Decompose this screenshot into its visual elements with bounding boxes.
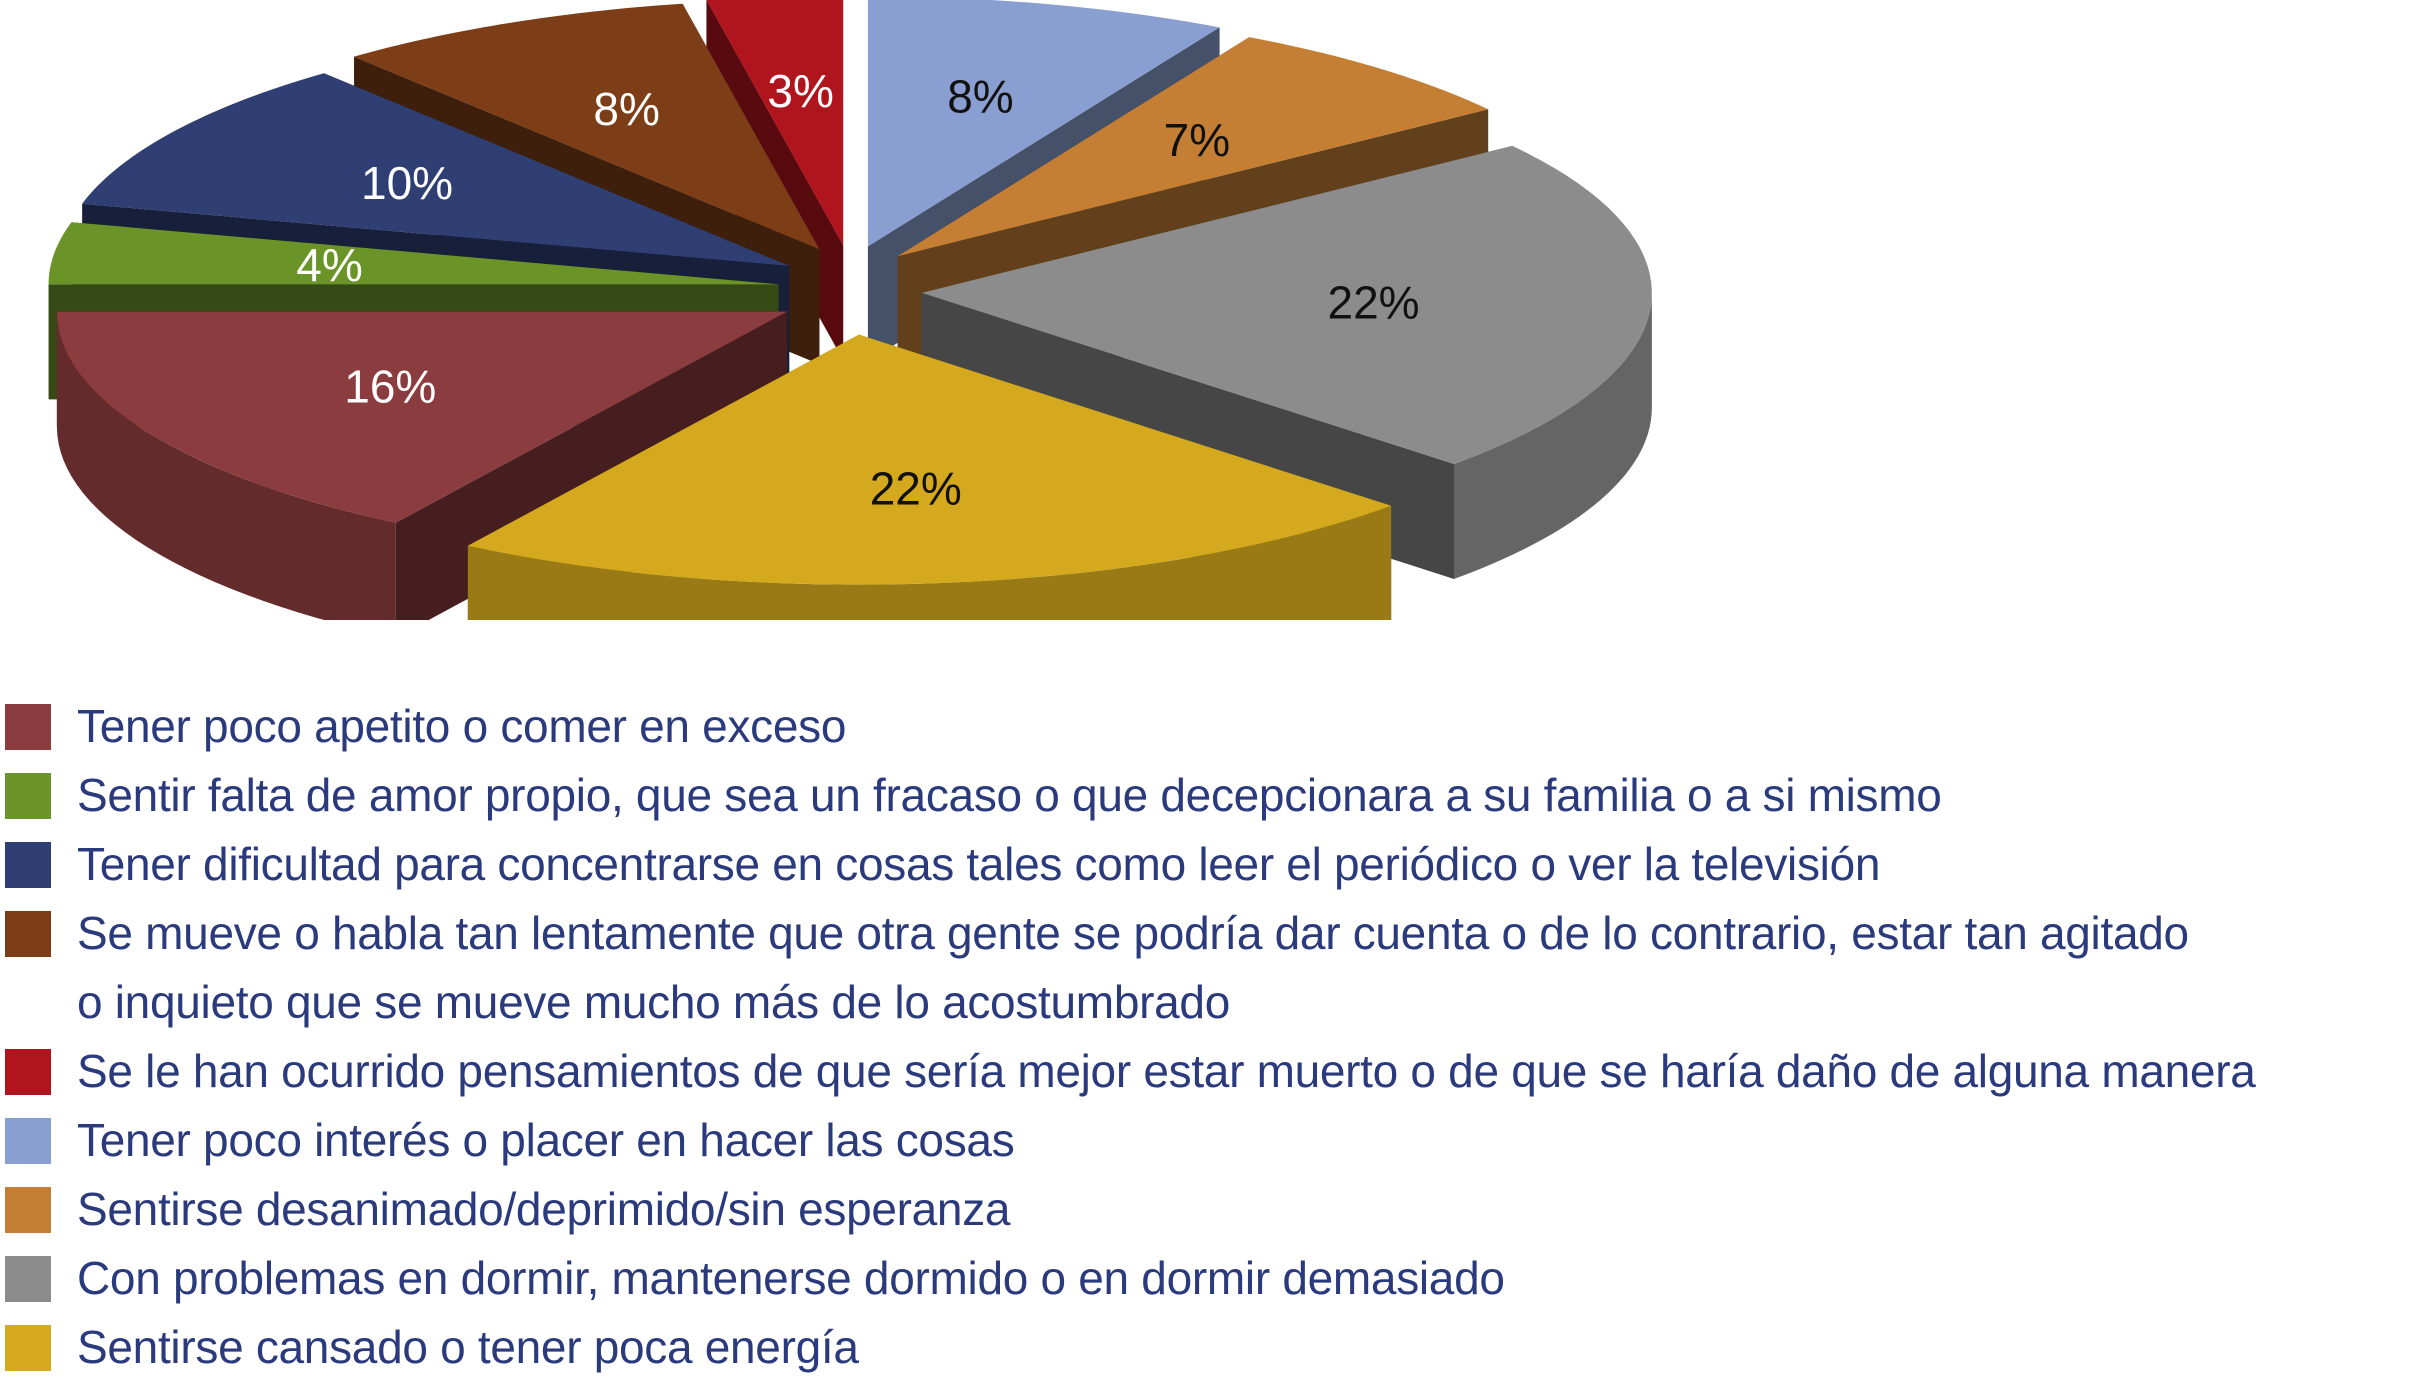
legend-item: Sentir falta de amor propio, que sea un …	[0, 761, 2256, 830]
legend-label: Tener dificultad para concentrarse en co…	[77, 838, 1881, 890]
legend-swatch	[5, 1118, 51, 1164]
legend-item: Se mueve o habla tan lentamente que otra…	[0, 899, 2256, 968]
legend-swatch	[5, 1325, 51, 1371]
legend-item: Tener poco apetito o comer en exceso	[0, 692, 2256, 761]
slice-data-label: 8%	[947, 70, 1013, 122]
slice-top	[897, 37, 1489, 257]
slice-outer-wall	[467, 505, 1392, 620]
legend-label: Se mueve o habla tan lentamente que otra…	[77, 907, 2189, 959]
legend-item: Tener dificultad para concentrarse en co…	[0, 830, 2256, 899]
slice-outer-wall	[1454, 292, 1652, 579]
slice-data-label: 8%	[593, 83, 659, 135]
slice-data-label: 7%	[1164, 114, 1230, 166]
legend-label: Se le han ocurrido pensamientos de que s…	[77, 1045, 2256, 1097]
legend-label: Sentirse cansado o tener poca energía	[77, 1321, 859, 1373]
legend-swatch	[5, 773, 51, 819]
legend-item: Tener poco interés o placer en hacer las…	[0, 1106, 2256, 1175]
legend-swatch	[5, 911, 51, 957]
legend-item: Se le han ocurrido pensamientos de que s…	[0, 1037, 2256, 1106]
legend-item: Sentirse cansado o tener poca energía	[0, 1313, 2256, 1382]
slice-top	[921, 145, 1652, 464]
slice-top	[706, 0, 844, 246]
chart-legend: Tener poco apetito o comer en exceso Sent…	[0, 692, 2256, 1382]
legend-swatch	[5, 1187, 51, 1233]
slice-top	[867, 0, 1220, 247]
legend-swatch	[5, 1256, 51, 1302]
pie-chart: 3% 8% 8% 7% 10% 4% 22% 16% 22%	[48, 0, 1652, 620]
slice-data-label: 3%	[767, 65, 833, 117]
slice-top	[467, 334, 1392, 585]
slice-outer-wall	[56, 311, 396, 620]
legend-label: Tener poco apetito o comer en exceso	[77, 700, 847, 752]
pie-slice: 22%	[467, 334, 1392, 620]
legend-label: Sentirse desanimado/deprimido/sin espera…	[77, 1183, 1011, 1235]
legend-label: Sentir falta de amor propio, que sea un …	[77, 769, 1942, 821]
legend-label: Con problemas en dormir, mantenerse dorm…	[77, 1252, 1505, 1304]
legend-item: Con problemas en dormir, mantenerse dorm…	[0, 1244, 2256, 1313]
legend-item: Sentirse desanimado/deprimido/sin espera…	[0, 1175, 2256, 1244]
slice-data-label: 22%	[870, 462, 962, 514]
legend-swatch	[5, 842, 51, 888]
slice-data-label: 16%	[344, 360, 436, 412]
legend-label: Tener poco interés o placer en hacer las…	[77, 1114, 1015, 1166]
slice-top	[82, 73, 790, 266]
legend-item-continuation: o inquieto que se mueve mucho más de lo …	[0, 968, 2256, 1037]
legend-swatch	[5, 704, 51, 750]
slice-top	[48, 222, 779, 285]
slice-top	[56, 311, 787, 523]
slice-data-label: 22%	[1328, 277, 1420, 329]
slice-data-label: 10%	[361, 157, 453, 209]
slice-data-label: 4%	[296, 239, 362, 291]
legend-swatch	[5, 1049, 51, 1095]
slice-top	[354, 3, 820, 250]
legend-label: o inquieto que se mueve mucho más de lo …	[77, 976, 1230, 1028]
